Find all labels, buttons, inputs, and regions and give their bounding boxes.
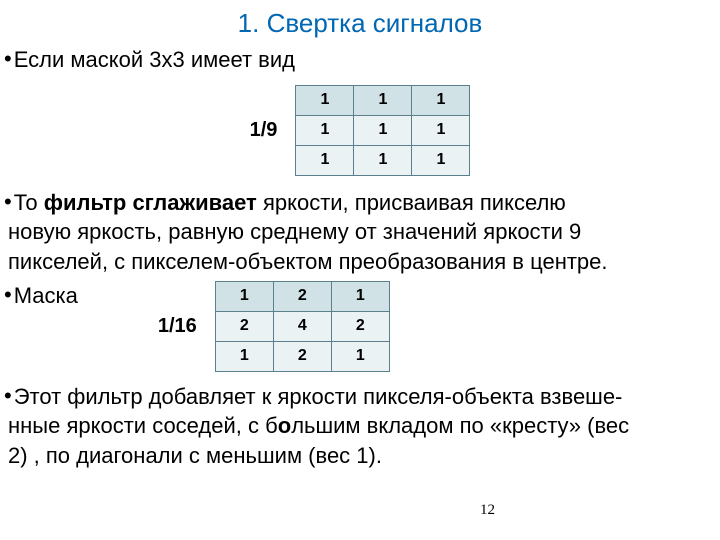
mask-header-cell: 1 — [215, 281, 273, 311]
mask1-coef: 1/9 — [250, 119, 278, 142]
mask-header-cell: 1 — [412, 85, 470, 115]
bullet-2-line3: пикселей, с пикселем-объектом преобразов… — [0, 247, 720, 277]
bullet-3: • Маска — [0, 277, 78, 311]
mask-body-cell: 2 — [273, 341, 331, 371]
bullet-2-text: То фильтр сглаживает яркости, присваивая… — [14, 188, 566, 218]
mask1-wrap: 1/9 111111111 — [0, 85, 720, 176]
slide: 1. Свертка сигналов • Если маской 3х3 им… — [0, 0, 720, 540]
mask-header-cell: 2 — [273, 281, 331, 311]
mask-body-cell: 1 — [296, 145, 354, 175]
bullet-1-text: Если маской 3х3 имеет вид — [14, 45, 295, 75]
mask2-coef: 1/16 — [158, 315, 197, 338]
mask2-table: 121242121 — [215, 281, 390, 372]
mask-header-cell: 1 — [296, 85, 354, 115]
bullet-2: • То фильтр сглаживает яркости, присваив… — [0, 188, 720, 218]
bullet-4-line2: нные яркости соседей, с большим вкладом … — [0, 411, 720, 441]
bullet-1: • Если маской 3х3 имеет вид — [0, 45, 720, 75]
bullet-2-bold: фильтр сглаживает — [44, 190, 257, 215]
bullet-4: • Этот фильтр добавляет к яркости пиксел… — [0, 382, 720, 412]
mask-body-cell: 2 — [215, 311, 273, 341]
mask1-table: 111111111 — [295, 85, 470, 176]
bullet-4-line2-b: льшим вкладом по «кресту» (вес — [291, 413, 629, 438]
mask-body-cell: 1 — [331, 341, 389, 371]
mask-body-cell: 4 — [273, 311, 331, 341]
bullet-4-line2-a: нные яркости соседей, с б — [8, 413, 278, 438]
mask-body-cell: 2 — [331, 311, 389, 341]
mask-body-cell: 1 — [412, 145, 470, 175]
mask-body-cell: 1 — [354, 115, 412, 145]
bullet-2-line2: новую яркость, равную среднему от значен… — [0, 217, 720, 247]
bullet-3-row: • Маска 1/16 121242121 — [0, 277, 720, 382]
mask-body-cell: 1 — [412, 115, 470, 145]
page-number: 12 — [480, 502, 495, 519]
bullet-4-line2-bold: о — [278, 413, 291, 438]
bullet-4-line1: Этот фильтр добавляет к яркости пикселя-… — [14, 382, 623, 412]
bullet-dot-icon: • — [4, 382, 12, 411]
mask-header-cell: 1 — [354, 85, 412, 115]
slide-title: 1. Свертка сигналов — [0, 8, 720, 39]
bullet-dot-icon: • — [4, 45, 12, 74]
bullet-2-pre: То — [14, 190, 44, 215]
mask-body-cell: 1 — [215, 341, 273, 371]
mask2-wrap: 1/16 121242121 — [158, 281, 390, 372]
bullet-3-text: Маска — [14, 281, 78, 311]
bullet-2-post: яркости, присваивая пикселю — [257, 190, 566, 215]
bullet-4-line3: 2) , по диагонали с меньшим (вес 1). — [0, 441, 720, 471]
mask-header-cell: 1 — [331, 281, 389, 311]
mask-body-cell: 1 — [296, 115, 354, 145]
mask-body-cell: 1 — [354, 145, 412, 175]
bullet-dot-icon: • — [4, 188, 12, 217]
bullet-dot-icon: • — [4, 281, 12, 310]
